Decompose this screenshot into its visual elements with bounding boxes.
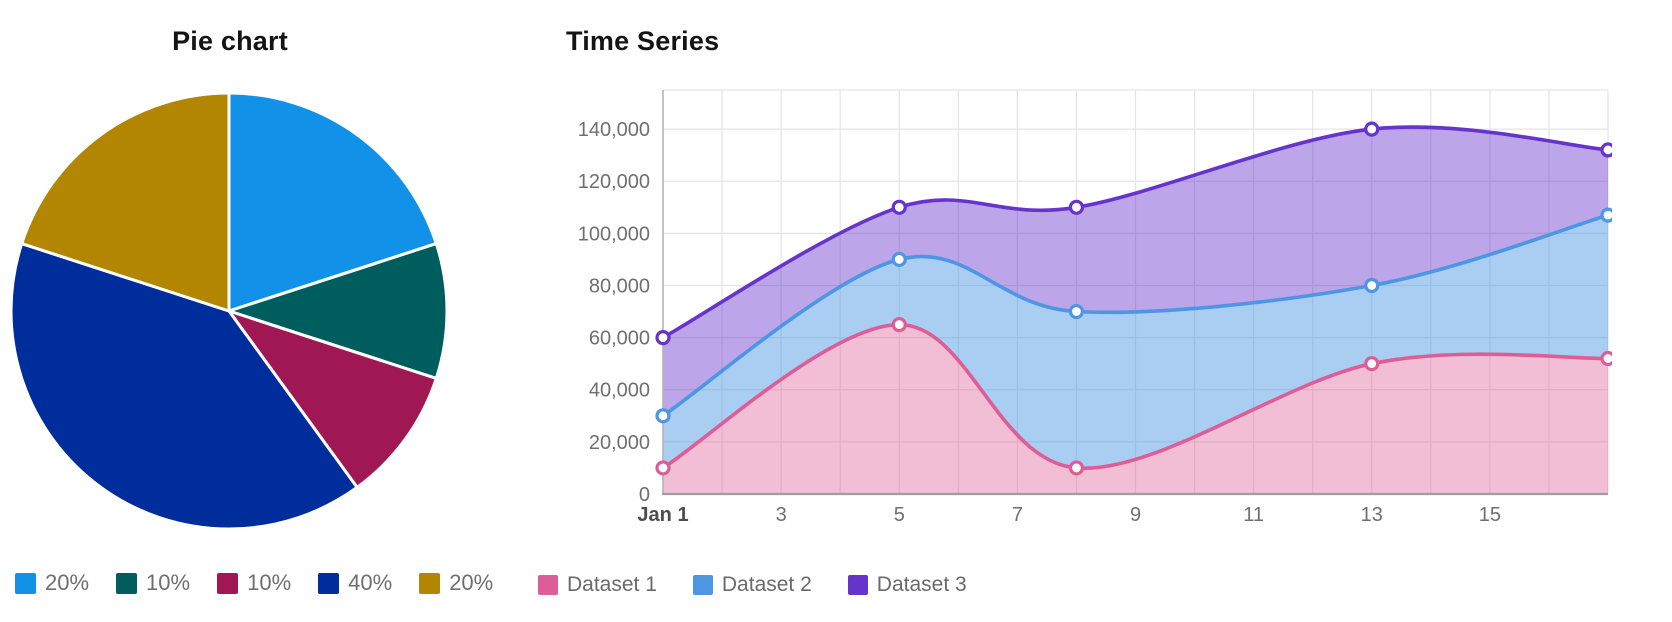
legend-label: 10% [247,570,292,595]
legend-label: 20% [45,570,90,595]
pie-slice-10%[interactable] [227,242,449,380]
legend-label: 20% [449,570,494,595]
x-tick-label: 11 [1243,504,1264,526]
pie-legend-item-4[interactable]: 40% [318,570,392,596]
x-tick-label: 15 [1479,504,1501,526]
legend-swatch [217,572,239,594]
x-tick-label: Jan 1 [637,504,688,526]
legend-swatch [419,572,441,594]
legend-swatch [116,572,138,594]
time-series-title: Time Series [566,26,720,56]
y-tick-label: 100,000 [578,223,650,245]
pie-chart-panel: Pie chart 20% 10% 10% 40% 20% [0,0,493,622]
point-dataset-1-1[interactable] [655,460,671,476]
legend-swatch [847,575,868,595]
pie-chart-title: Pie chart [172,26,288,56]
point-dataset-1-4[interactable] [1364,356,1380,372]
pie-slice-20%[interactable] [227,91,438,313]
legend-label: Dataset 3 [876,573,967,596]
legend-label: 10% [146,570,191,595]
x-tick-label: 9 [1130,504,1141,526]
area-dataset-3 [663,127,1608,416]
point-dataset-2-1[interactable] [655,408,671,424]
point-dataset-2-5[interactable] [1600,207,1612,223]
point-dataset-2-2[interactable] [891,251,907,268]
x-tick-label: 7 [1012,504,1023,526]
point-dataset-3-2[interactable] [891,199,907,215]
legend-label: Dataset 2 [721,573,812,596]
area-dataset-2 [663,215,1608,469]
pie-chart [9,91,449,531]
pie-legend-item-2[interactable]: 10% [116,570,190,596]
ts-legend-item-3[interactable]: Dataset 3 [847,573,967,597]
y-tick-label: 0 [639,484,650,506]
x-tick-label: 13 [1361,504,1383,526]
pie-chart-legend: 20% 10% 10% 40% 20% [15,570,493,596]
y-tick-label: 80,000 [589,275,650,297]
y-tick-label: 140,000 [578,119,650,141]
x-tick-label: 3 [776,504,787,526]
point-dataset-2-3[interactable] [1068,303,1085,320]
point-dataset-3-5[interactable] [1600,142,1612,158]
pie-legend-item-5[interactable]: 20% [419,570,493,596]
y-tick-label: 120,000 [578,171,650,193]
y-tick-label: 20,000 [589,432,650,454]
point-dataset-2-4[interactable] [1364,277,1380,294]
point-dataset-3-4[interactable] [1364,121,1380,137]
pie-legend-item-1[interactable]: 20% [15,570,89,596]
legend-label: 40% [348,570,393,595]
time-series-chart: 140,000 120,000 100,000 80,000 60,000 40,000 2… [578,89,1612,526]
ts-legend-item-1[interactable]: Dataset 1 [538,573,657,597]
y-tick-label: 40,000 [589,380,650,402]
point-dataset-1-3[interactable] [1068,460,1085,476]
point-dataset-1-5[interactable] [1600,350,1612,367]
ts-legend-item-2[interactable]: Dataset 2 [692,573,812,597]
legend-swatch [692,575,713,595]
legend-label: Dataset 1 [567,573,657,596]
point-dataset-1-2[interactable] [891,316,907,333]
time-series-legend: Dataset 1 Dataset 2 Dataset 3 [538,573,967,597]
legend-swatch [538,575,558,595]
legend-swatch [15,572,36,594]
point-dataset-3-3[interactable] [1068,199,1085,215]
point-dataset-3-1[interactable] [655,330,671,346]
time-series-panel: Time Series 140,000 120,000 100,000 80,000 6… [500,0,1672,622]
x-tick-label: 5 [894,504,905,526]
y-tick-label: 60,000 [589,328,650,350]
pie-legend-item-3[interactable]: 10% [217,570,291,596]
legend-swatch [318,572,340,594]
pie-slice-20%[interactable] [20,91,231,313]
pie-slice-40%[interactable] [9,242,359,531]
pie-slice-10%[interactable] [227,309,438,489]
